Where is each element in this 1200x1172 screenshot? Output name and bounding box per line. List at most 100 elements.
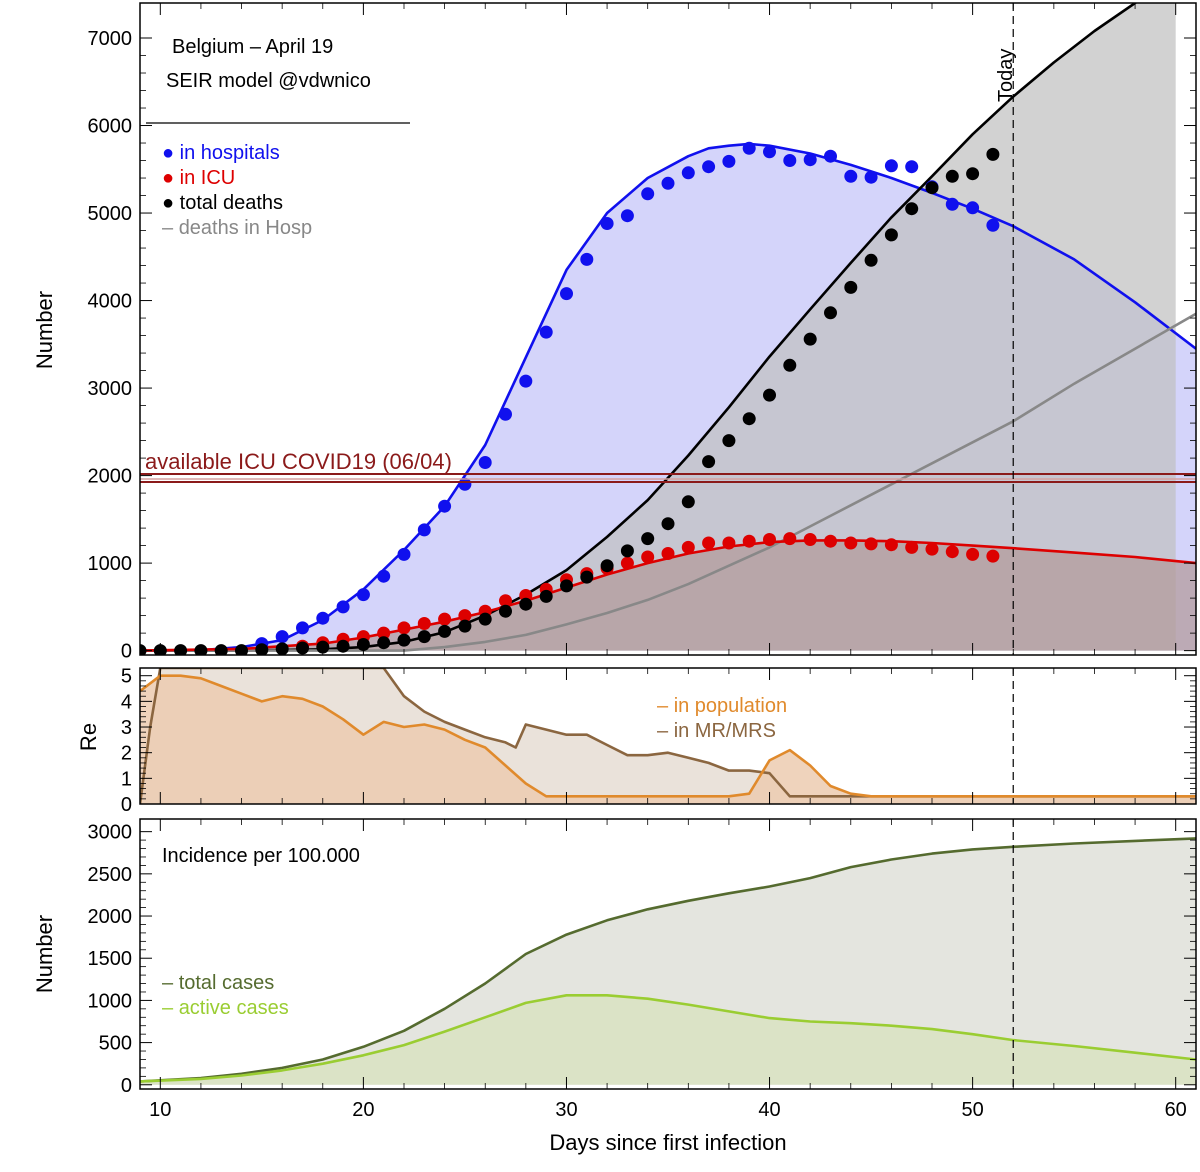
top-legend-label: deaths in Hosp (179, 217, 312, 239)
bottom-legend: – total cases – active cases (162, 972, 289, 1019)
top-point-4 (580, 252, 594, 266)
top-point-5 (397, 621, 411, 635)
top-point-6 (905, 202, 919, 216)
bottom-line-0 (140, 837, 1196, 1083)
top-point-4 (905, 160, 919, 174)
bottom-legend-entry: – total cases (162, 972, 274, 994)
top-legend-entry: ● in hospitals (162, 142, 280, 164)
top-legend-entry: – deaths in Hosp (162, 217, 312, 239)
top-line-2 (140, 312, 1196, 652)
bottom-legend-entry: – active cases (162, 997, 289, 1019)
top-point-5 (417, 617, 431, 630)
top-point-6 (864, 253, 878, 267)
top-point-4 (499, 407, 512, 421)
top-point-4 (864, 170, 878, 184)
top-point-6 (417, 630, 431, 644)
top-panel: available ICU COVID19 (06/04) Belgium – … (32, 2, 1197, 663)
top-point-4 (681, 166, 695, 180)
top-point-6 (214, 644, 228, 655)
top-point-6 (783, 358, 797, 372)
top-point-6 (641, 532, 655, 546)
top-point-4 (966, 201, 980, 215)
top-y-axis-title: Number (32, 291, 57, 369)
top-point-6 (925, 181, 939, 195)
top-legend-marker: – (162, 217, 179, 239)
top-point-4 (397, 547, 411, 561)
top-point-4 (986, 218, 1000, 232)
middle-legend-entry: – in population (657, 695, 787, 717)
top-legend-marker: ● (162, 167, 180, 189)
bottom-plot-layer (140, 837, 1196, 1085)
top-subtitle: SEIR model @vdwnico (166, 70, 371, 92)
x-tick-label: 10 (149, 1099, 171, 1121)
bottom-panel: Incidence per 100.000 – total cases – act… (32, 818, 1197, 1155)
bottom-y-tick-label: 2000 (88, 906, 133, 928)
top-point-4 (884, 159, 898, 173)
top-point-4 (945, 197, 959, 211)
top-y-tick-label: 3000 (88, 378, 133, 400)
top-point-4 (560, 287, 573, 301)
top-point-6 (600, 559, 614, 573)
top-point-5 (986, 549, 1000, 563)
top-point-4 (438, 499, 452, 513)
middle-legend-entry: – in MR/MRS (657, 720, 776, 742)
top-point-6 (336, 639, 350, 653)
top-point-4 (620, 209, 634, 223)
middle-legend-marker: – (657, 695, 674, 717)
bottom-annotation: Incidence per 100.000 (162, 845, 360, 867)
top-legend-marker: ● (162, 142, 180, 164)
top-point-6 (742, 412, 756, 426)
top-area-3 (140, 540, 1196, 651)
top-point-6 (438, 624, 452, 638)
top-point-5 (438, 612, 452, 626)
top-point-5 (803, 533, 817, 546)
top-point-4 (600, 217, 614, 230)
top-point-4 (702, 160, 716, 174)
top-line-1 (140, 3, 1138, 652)
middle-legend: – in population – in MR/MRS (657, 695, 787, 742)
top-point-5 (783, 532, 797, 546)
top-point-5 (763, 533, 776, 546)
top-y-tick-label: 2000 (88, 466, 133, 488)
top-legend-label: total deaths (180, 192, 283, 214)
top-point-6 (580, 570, 594, 584)
bottom-area-1 (140, 995, 1196, 1085)
top-point-4 (519, 374, 533, 388)
top-line-0 (140, 142, 1196, 652)
top-axes: 0 1000 2000 3000 4000 5000 6000 7000 (88, 3, 1196, 663)
today-label: Today (995, 49, 1017, 102)
top-point-6 (966, 167, 980, 181)
top-point-6 (275, 642, 289, 655)
top-point-6 (519, 597, 533, 611)
top-y-tick-label: 7000 (88, 28, 133, 50)
middle-y-tick-label: 4 (121, 691, 132, 713)
top-point-4 (722, 154, 736, 168)
middle-y-tick-label: 1 (121, 768, 132, 790)
middle-axes: 0 1 2 3 4 5 (121, 666, 1196, 816)
x-tick-label: 60 (1165, 1099, 1187, 1121)
middle-y-axis-title: Re (76, 723, 101, 751)
top-point-4 (844, 169, 858, 183)
top-y-tick-label: 6000 (88, 116, 133, 138)
bottom-y-tick-label: 0 (121, 1075, 132, 1097)
top-point-6 (499, 604, 512, 618)
bottom-legend-marker: – (162, 997, 179, 1019)
x-tick-label: 50 (961, 1099, 983, 1121)
top-point-5 (722, 536, 736, 550)
top-point-5 (458, 609, 472, 623)
bottom-legend-label: active cases (179, 997, 289, 1019)
x-axis-title: Days since first infection (549, 1130, 786, 1155)
top-point-6 (296, 641, 309, 655)
top-legend-entry: ● in ICU (162, 167, 235, 189)
top-point-6 (560, 579, 573, 593)
top-point-4 (803, 153, 817, 167)
top-point-5 (681, 540, 695, 554)
top-point-6 (478, 612, 492, 626)
top-point-5 (966, 547, 980, 561)
top-point-5 (377, 626, 391, 640)
bottom-y-tick-label: 1000 (88, 990, 133, 1012)
top-point-6 (681, 495, 695, 509)
top-point-5 (925, 542, 939, 556)
